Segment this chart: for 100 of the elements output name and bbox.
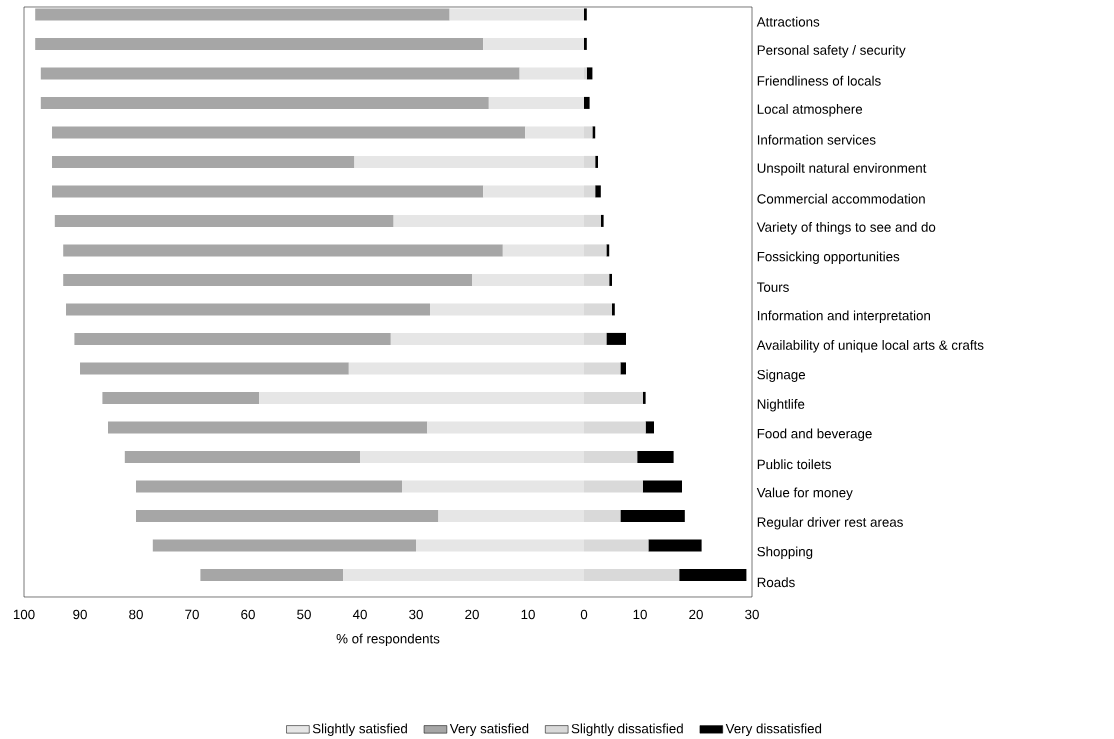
bar	[606, 332, 627, 345]
y-tick-label: Information services	[757, 134, 876, 145]
bar	[609, 273, 613, 286]
y-tick-label: Personal safety / security	[757, 45, 906, 58]
x-tick-label: 70	[185, 609, 199, 620]
bar	[483, 37, 584, 50]
y-tick-label: Tours	[757, 282, 789, 292]
y-tick-label: Public toilets	[757, 459, 832, 470]
bar	[642, 391, 646, 404]
bar	[35, 37, 484, 50]
x-tick-label: 30	[409, 609, 423, 620]
bar	[519, 67, 584, 80]
y-tick-label: Value for money	[756, 487, 853, 500]
y-tick-label: Information and interpretation	[757, 310, 930, 323]
bar	[259, 391, 584, 404]
x-tick-label: 90	[73, 609, 87, 620]
legend-label: Very satisfied	[449, 723, 529, 736]
bar	[584, 391, 643, 404]
bar	[54, 214, 394, 227]
bar	[595, 155, 599, 168]
bar	[35, 8, 450, 21]
y-tick-label: Signage	[757, 369, 806, 382]
bar	[430, 303, 584, 316]
bar	[393, 214, 584, 227]
x-tick-label: 50	[297, 609, 311, 620]
y-tick-label: Attractions	[756, 16, 820, 27]
bar	[679, 568, 747, 581]
y-tick-label: Shopping	[757, 546, 813, 559]
bar	[343, 568, 584, 581]
bar	[648, 539, 702, 552]
bar	[606, 244, 610, 257]
y-tick-label: Availability of unique local arts & crafts	[756, 340, 984, 353]
x-tick-label: 0	[580, 609, 588, 620]
bar	[586, 67, 593, 80]
bar	[592, 126, 596, 139]
bar	[584, 214, 601, 227]
bar	[449, 8, 584, 21]
x-tick-label: 20	[689, 609, 703, 620]
bar	[584, 96, 590, 109]
legend-label: Slightly satisfied	[312, 723, 407, 736]
y-tick-label: Friendliness of locals	[757, 75, 881, 86]
bar	[584, 126, 593, 139]
bar	[584, 450, 638, 463]
bar	[438, 509, 584, 522]
x-tick-label: 10	[521, 609, 535, 620]
x-tick-label: 40	[352, 609, 367, 620]
bar	[584, 480, 643, 493]
bar	[584, 362, 621, 375]
bar	[402, 480, 584, 493]
x-tick-label: 20	[465, 609, 479, 620]
bar	[136, 509, 439, 522]
bar	[200, 568, 344, 581]
bar	[66, 303, 431, 316]
bar	[584, 303, 613, 316]
bar	[584, 67, 587, 80]
x-axis-title: % of respondents	[336, 633, 440, 647]
x-tick-label: 80	[129, 609, 143, 620]
y-tick-label: Unspoilt natural environment	[757, 163, 927, 176]
bar	[584, 37, 587, 50]
bar	[136, 480, 403, 493]
bar	[584, 568, 680, 581]
bar	[637, 450, 674, 463]
y-tick-label: Regular driver rest areas	[757, 517, 903, 530]
x-tick-label: 60	[241, 609, 255, 620]
bar	[620, 509, 685, 522]
bar	[63, 244, 503, 257]
y-tick-label: Fossicking opportunities	[757, 251, 900, 264]
bar	[584, 509, 621, 522]
y-tick-label: Roads	[757, 577, 795, 588]
y-tick-label: Local atmosphere	[757, 104, 863, 117]
bar	[472, 273, 584, 286]
bar	[584, 185, 596, 198]
y-tick-label: Commercial accommodation	[757, 193, 925, 204]
bar	[645, 421, 655, 434]
bar	[584, 421, 646, 434]
bar	[525, 126, 584, 139]
bar	[52, 126, 526, 139]
y-tick-label: Food and beverage	[757, 428, 872, 441]
bar	[354, 155, 584, 168]
bar	[360, 450, 584, 463]
y-tick-label: Variety of things to see and do	[756, 222, 936, 235]
bar	[52, 185, 484, 198]
bar	[502, 244, 584, 257]
bar	[40, 67, 520, 80]
bar	[108, 421, 428, 434]
bar	[63, 273, 473, 286]
bar	[427, 421, 584, 434]
bar	[52, 155, 355, 168]
bar	[642, 480, 683, 493]
y-tick-label: Nightlife	[757, 399, 805, 412]
bar	[102, 391, 260, 404]
legend-label: Slightly dissatisfied	[571, 723, 683, 736]
bar	[600, 214, 604, 227]
bar	[416, 539, 584, 552]
bar	[584, 332, 607, 345]
bar	[584, 273, 610, 286]
bar	[152, 539, 417, 552]
bar	[584, 244, 607, 257]
bar	[584, 539, 649, 552]
bar	[40, 96, 489, 109]
